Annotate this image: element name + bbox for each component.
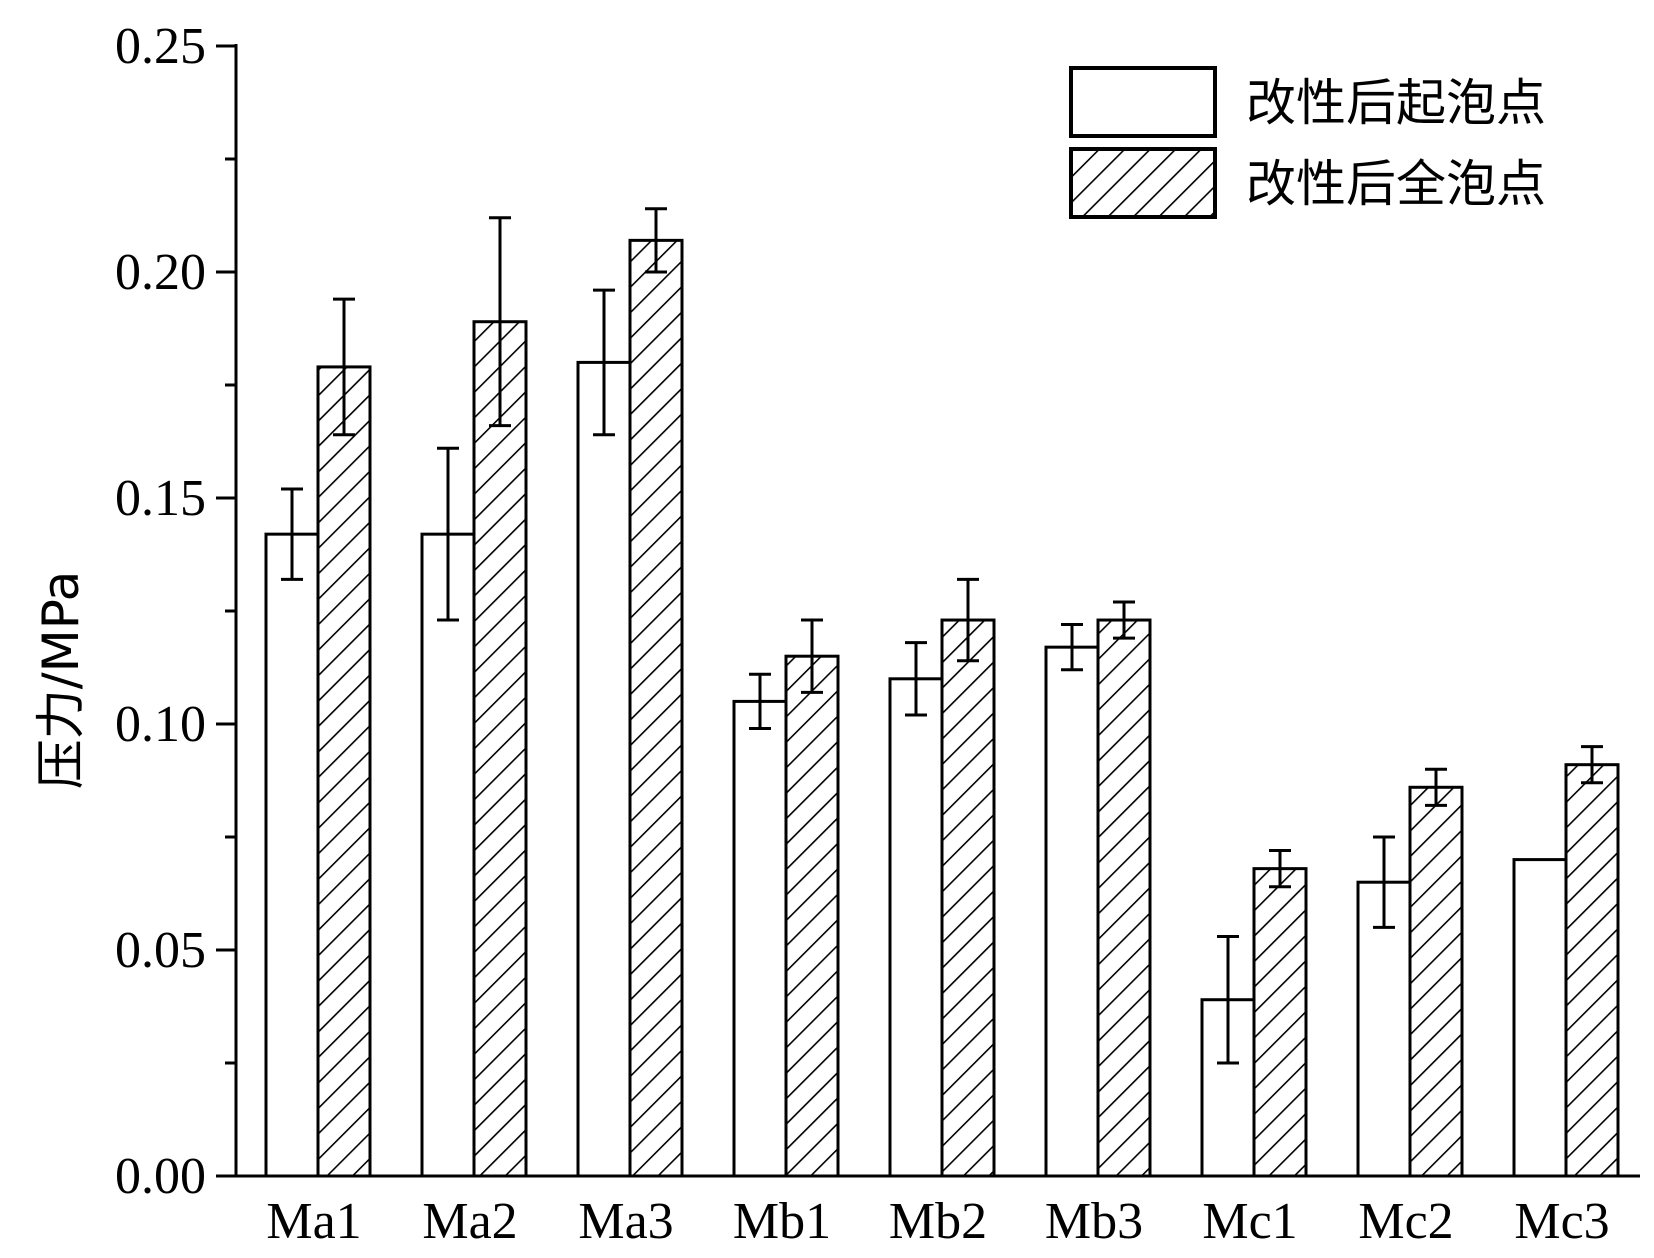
x-tick-label: Mb3 xyxy=(1045,1193,1143,1250)
x-tick-label: Mb1 xyxy=(733,1193,831,1250)
x-tick-label: Ma3 xyxy=(578,1193,673,1250)
bar-Mb3-full xyxy=(1096,618,1152,1178)
y-tick-label: 0.10 xyxy=(115,696,206,753)
x-tick-label: Ma1 xyxy=(266,1193,361,1250)
bar-Ma3-full xyxy=(628,238,684,1178)
bar-Ma2-start xyxy=(420,532,476,1178)
legend-swatch-full xyxy=(1069,147,1217,219)
legend-label-start: 改性后起泡点 xyxy=(1246,74,1546,132)
error-bar xyxy=(645,207,667,274)
x-tick-label: Mc2 xyxy=(1358,1193,1453,1250)
y-tick-label: 0.00 xyxy=(115,1148,206,1205)
bar-Mb3-start xyxy=(1044,645,1100,1178)
error-bar xyxy=(1217,934,1239,1065)
bar-Mc1-full xyxy=(1252,867,1308,1178)
x-tick-label: Mc3 xyxy=(1514,1193,1609,1250)
bar-Mc3-start xyxy=(1512,858,1568,1178)
bar-Mc2-full xyxy=(1408,785,1464,1178)
bar-Mc3-full xyxy=(1564,763,1620,1178)
bar-Mc1-start xyxy=(1200,998,1256,1178)
bar-Mb2-start xyxy=(888,677,944,1178)
y-tick-label: 0.05 xyxy=(115,922,206,979)
x-tick-label: Ma2 xyxy=(422,1193,517,1250)
error-bar xyxy=(281,487,303,581)
y-tick-label: 0.15 xyxy=(115,470,206,527)
error-bar xyxy=(905,641,927,717)
y-tick-label: 0.20 xyxy=(115,244,206,301)
bar-Ma1-start xyxy=(264,532,320,1178)
error-bar xyxy=(1061,623,1083,672)
bar-Mb1-start xyxy=(732,699,788,1178)
error-bar xyxy=(1581,745,1603,785)
error-bar xyxy=(593,288,615,437)
error-bar xyxy=(333,297,355,437)
bar-Ma3-start xyxy=(576,360,632,1178)
bar-Ma2-full xyxy=(472,320,528,1178)
x-tick-label: Mc1 xyxy=(1202,1193,1297,1250)
bar-Mb1-full xyxy=(784,654,840,1178)
error-bar xyxy=(1425,767,1447,807)
error-bar xyxy=(489,216,511,428)
bar-area xyxy=(264,207,1620,1178)
error-bar xyxy=(1113,600,1135,640)
bar-Mb2-full xyxy=(940,618,996,1178)
error-bar xyxy=(1269,849,1291,889)
y-tick-label: 0.25 xyxy=(115,18,206,75)
error-bar xyxy=(957,577,979,663)
x-tick-label: Mb2 xyxy=(889,1193,987,1250)
x-axis: Ma1 Ma2 Ma3 Mb1 Mb2 Mb3 Mc1 Mc2 Mc3 xyxy=(236,1174,1640,1250)
legend-swatch-start xyxy=(1069,66,1217,138)
bar-Ma1-full xyxy=(316,365,372,1178)
error-bar xyxy=(1373,835,1395,929)
error-bar xyxy=(801,618,823,694)
y-axis-title: 压力/MPa xyxy=(32,571,90,790)
y-axis: 0.00 0.05 0.10 0.15 0.20 0.25 xyxy=(115,18,238,1205)
legend-label-full: 改性后全泡点 xyxy=(1246,155,1546,213)
error-bar xyxy=(437,446,459,622)
error-bar xyxy=(749,672,771,731)
